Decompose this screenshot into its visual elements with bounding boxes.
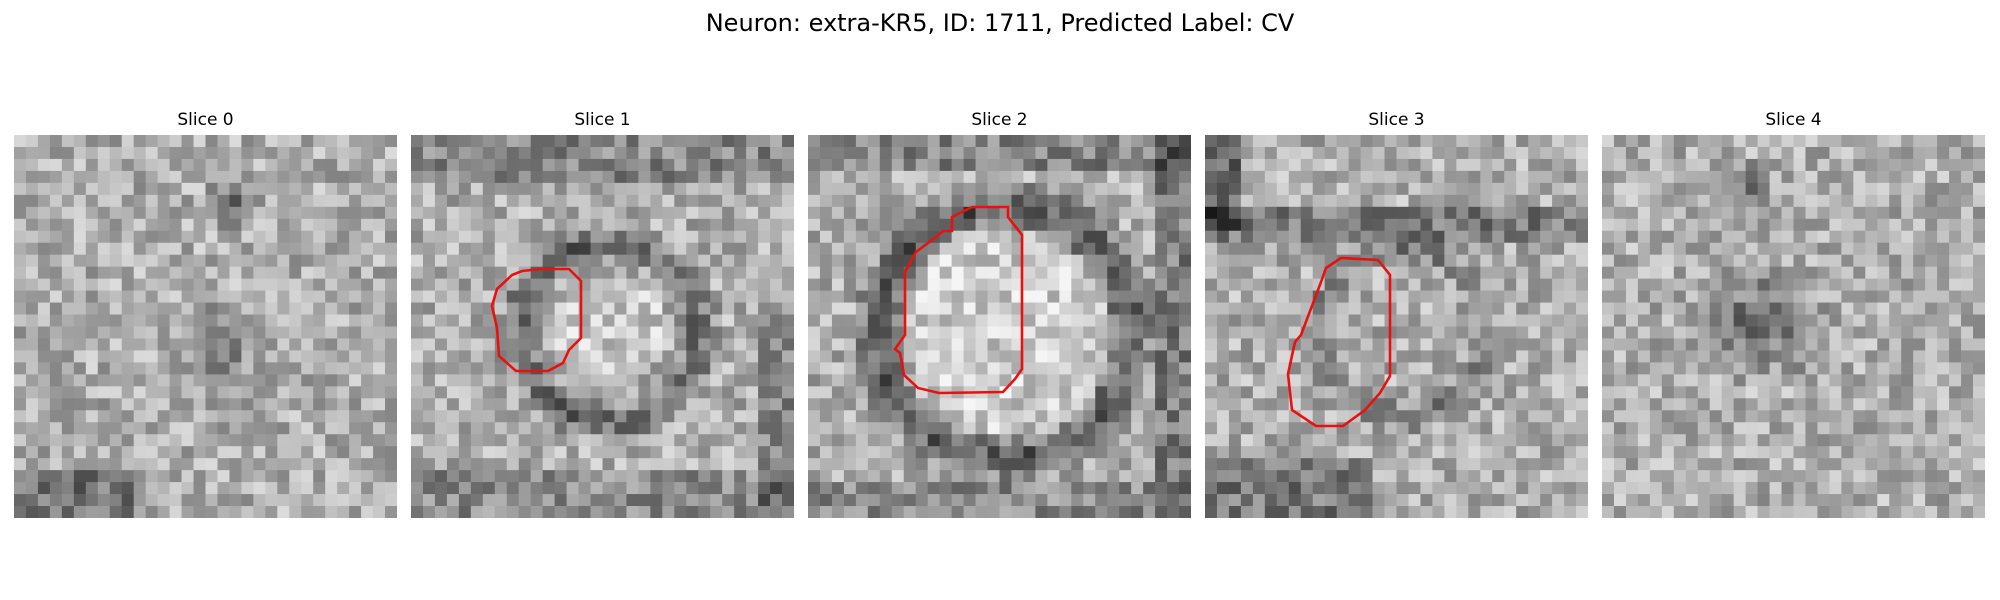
slice-title: Slice 0 xyxy=(177,110,234,130)
slice-title: Slice 2 xyxy=(971,110,1028,130)
slice-image xyxy=(14,135,397,518)
slice-image xyxy=(411,135,794,518)
slice-panel-4: Slice 4 xyxy=(1602,108,1985,518)
slice-image xyxy=(808,135,1191,518)
slice-image xyxy=(1602,135,1985,518)
figure-title: Neuron: extra-KR5, ID: 1711, Predicted L… xyxy=(705,9,1295,37)
slice-title: Slice 3 xyxy=(1368,110,1425,130)
slice-title: Slice 4 xyxy=(1765,110,1822,130)
slice-panel-0: Slice 0 xyxy=(14,108,397,518)
roi-contour xyxy=(490,267,583,373)
slice-panel-1: Slice 1 xyxy=(411,108,794,518)
roi-contour xyxy=(893,205,1024,395)
slice-image xyxy=(1205,135,1588,518)
slice-panel-3: Slice 3 xyxy=(1205,108,1588,518)
slice-title: Slice 1 xyxy=(574,110,631,130)
slice-panel-2: Slice 2 xyxy=(808,108,1191,518)
roi-contour xyxy=(1286,256,1392,428)
